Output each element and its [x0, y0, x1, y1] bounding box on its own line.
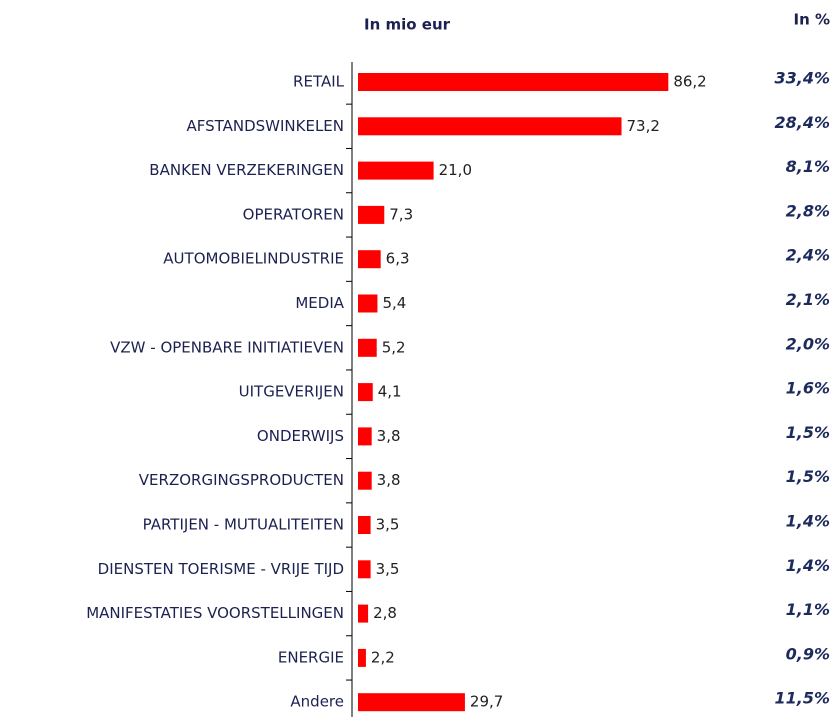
category-label: ENERGIE: [278, 648, 344, 666]
bar: [358, 338, 377, 357]
category-label: MANIFESTATIES VOORSTELLINGEN: [86, 604, 344, 622]
bar: [358, 294, 378, 313]
share-label: 33,4%: [774, 69, 830, 88]
category-label: VERZORGINGSPRODUCTEN: [139, 471, 344, 489]
bar: [358, 604, 369, 623]
category-label: DIENSTEN TOERISME - VRIJE TIJD: [98, 560, 344, 578]
category-label: AFSTANDSWINKELEN: [186, 117, 344, 135]
value-label: 21,0: [439, 161, 472, 179]
share-header: In %: [793, 11, 830, 29]
value-label: 3,5: [376, 516, 400, 534]
bar: [358, 205, 385, 224]
value-header: In mio eur: [364, 16, 451, 34]
share-label: 1,5%: [786, 467, 830, 486]
category-label: Andere: [290, 693, 344, 711]
share-label: 2,1%: [786, 290, 830, 309]
category-label: PARTIJEN - MUTUALITEITEN: [143, 516, 344, 534]
value-label: 5,2: [382, 338, 406, 356]
value-label: 29,7: [470, 693, 503, 711]
category-label: VZW - OPENBARE INITIATIEVEN: [110, 338, 344, 356]
category-label: RETAIL: [293, 73, 345, 91]
bar: [358, 117, 622, 136]
value-label: 5,4: [382, 294, 406, 312]
bar: [358, 73, 669, 91]
value-label: 7,3: [389, 205, 413, 223]
share-label: 1,5%: [786, 423, 830, 442]
bar: [358, 250, 381, 269]
share-label: 1,6%: [786, 379, 830, 398]
bar: [358, 648, 366, 667]
share-label: 2,8%: [786, 201, 830, 220]
share-label: 1,4%: [786, 512, 830, 531]
value-label: 3,8: [377, 427, 401, 445]
bar: [358, 693, 465, 712]
value-label: 3,8: [377, 471, 401, 489]
bar: [358, 161, 434, 180]
bar: [358, 560, 371, 579]
category-label: AUTOMOBIELINDUSTRIE: [163, 250, 344, 268]
share-label: 11,5%: [774, 689, 830, 708]
category-label: ONDERWIJS: [257, 427, 344, 445]
bar: [358, 471, 372, 490]
share-label: 0,9%: [786, 644, 830, 663]
value-label: 4,1: [378, 383, 402, 401]
category-label: MEDIA: [295, 294, 344, 312]
share-label: 2,0%: [786, 334, 830, 353]
share-label: 1,4%: [786, 556, 830, 575]
share-label: 28,4%: [774, 113, 830, 132]
bar: [358, 427, 372, 446]
share-label: 8,1%: [786, 157, 830, 176]
value-label: 86,2: [673, 73, 706, 91]
value-label: 6,3: [386, 250, 410, 268]
value-label: 2,8: [373, 604, 397, 622]
value-label: 2,2: [371, 648, 395, 666]
bar: [358, 516, 371, 534]
share-label: 1,1%: [786, 600, 830, 619]
value-label: 3,5: [376, 560, 400, 578]
bar: [358, 383, 373, 402]
category-label: OPERATOREN: [243, 205, 344, 223]
share-label: 2,4%: [786, 246, 830, 265]
category-label: UITGEVERIJEN: [239, 383, 344, 401]
category-label: BANKEN VERZEKERINGEN: [149, 161, 344, 179]
value-label: 73,2: [627, 117, 660, 135]
